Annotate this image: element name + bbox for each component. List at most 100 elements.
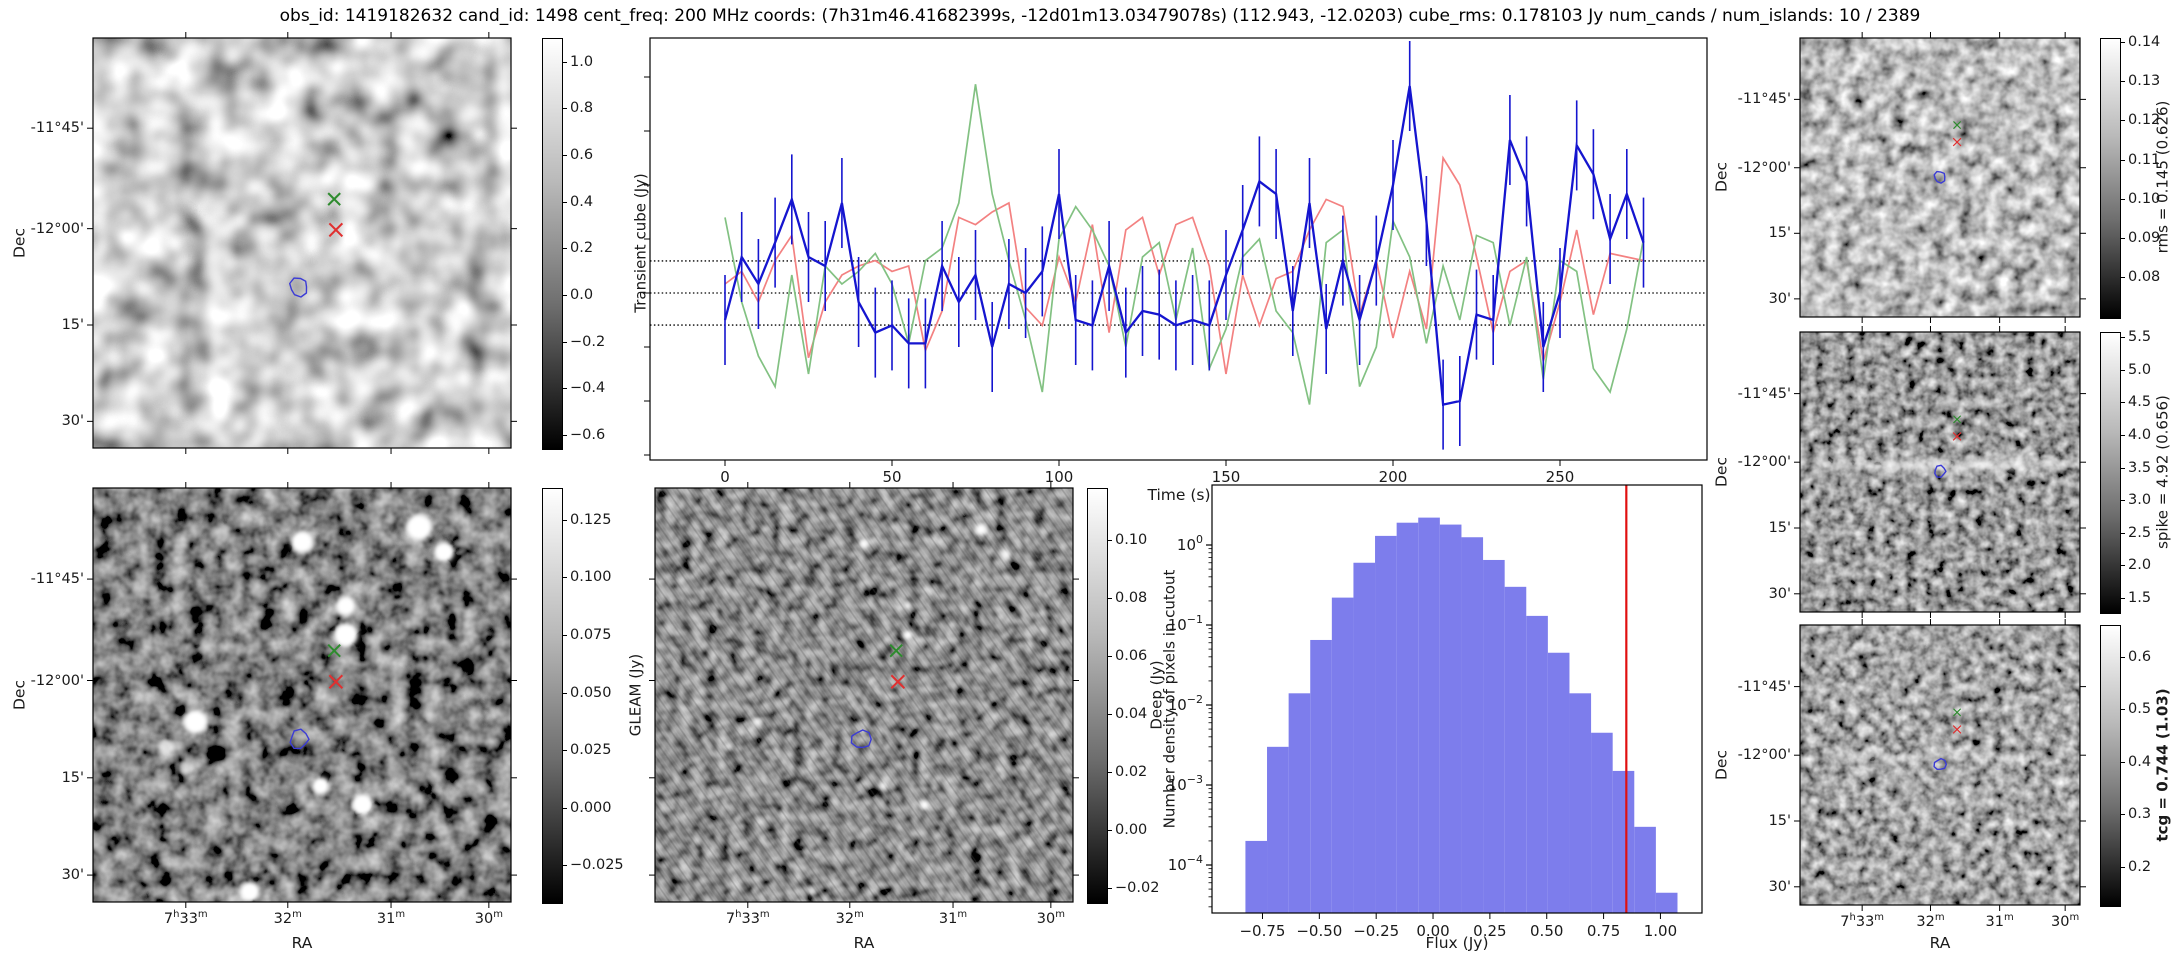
gleam-cutout-image: [87, 482, 517, 908]
colorbar-tick-label: 3.0: [2128, 491, 2152, 508]
dec-tick-label: 30': [61, 413, 84, 430]
colorbar-tick: [2120, 237, 2125, 239]
colorbar-tick: [2120, 81, 2125, 83]
dec-tick-label: 15': [1768, 812, 1791, 829]
deep-cutout-image: [649, 482, 1079, 908]
colorbar-tick-label: 4.5: [2128, 394, 2152, 411]
ra-tick-label: 30m: [2051, 912, 2080, 930]
colorbar-tick-label: 1.5: [2128, 589, 2152, 606]
colorbar-tick-label: 0.02: [1115, 763, 1148, 780]
histogram-bar: [1439, 524, 1462, 913]
colorbar-tick-label: 0.13: [2128, 72, 2161, 89]
colorbar-tick: [562, 692, 567, 694]
colorbar-tick-label: 0.125: [570, 511, 612, 528]
dec-tick-label: -12°00': [1737, 746, 1791, 763]
ra-tick-label: 31m: [376, 909, 406, 927]
colorbar-tick: [1107, 829, 1112, 831]
svg-text:−0.75: −0.75: [1239, 922, 1285, 940]
colorbar-tick-label: 0.09: [2128, 229, 2161, 246]
colorbar-tick: [2120, 402, 2125, 404]
dec-tick-label: 30': [1768, 585, 1791, 602]
series-known-2: [724, 84, 1645, 405]
colorbar-tick: [562, 634, 567, 636]
candidate-contour-icon: [1934, 464, 1947, 478]
colorbar-tick: [2120, 814, 2125, 816]
colorbar-tick: [562, 294, 567, 296]
candidate-contour-icon: [289, 728, 310, 750]
histogram-bar: [1634, 826, 1656, 913]
colorbar-tick: [2120, 41, 2125, 43]
svg-text:1.00: 1.00: [1644, 922, 1677, 940]
dec-tick-label: 30': [61, 866, 84, 883]
ra-axis-label: RA: [853, 934, 875, 952]
candidate-contour-icon: [1933, 170, 1946, 184]
histogram-bar: [1245, 840, 1268, 913]
dec-tick-label: -11°45': [30, 570, 84, 587]
dec-axis-label: Dec: [10, 680, 29, 710]
colorbar-tick-label: 0.3: [2128, 806, 2152, 823]
ra-tick-label: 31m: [938, 909, 968, 927]
histogram-bar: [1612, 770, 1635, 913]
histogram-bar: [1504, 586, 1527, 913]
colorbar-tick-label: 2.5: [2128, 524, 2152, 541]
dec-tick-label: 30': [1768, 878, 1791, 895]
candidate-contour-icon: [850, 729, 872, 749]
colorbar-tick: [562, 201, 567, 203]
lightcurve-plot: 0 50 100 150 200 250: [644, 37, 1708, 486]
colorbar-tick-label: 2.0: [2128, 557, 2152, 574]
colorbar-tick: [2120, 467, 2125, 469]
svg-text:100: 100: [1177, 533, 1203, 554]
svg-text:−0.50: −0.50: [1296, 922, 1342, 940]
colorbar-tick-label: 3.5: [2128, 459, 2152, 476]
colorbar-tick: [1107, 887, 1112, 889]
ra-axis-label: RA: [1929, 934, 1951, 952]
known-source-1-marker-icon: [1952, 137, 1962, 147]
svg-text:0.00: 0.00: [1416, 922, 1449, 940]
histogram-bar: [1655, 892, 1678, 913]
dec-tick-label: -12°00': [1737, 453, 1791, 470]
histogram-bar: [1267, 746, 1289, 913]
svg-text:50: 50: [882, 468, 901, 486]
svg-text:0.75: 0.75: [1587, 922, 1620, 940]
known-source-1-marker-icon: [328, 674, 344, 689]
colorbar-tick: [2120, 598, 2125, 599]
known-source-2-marker-icon: [1953, 415, 1962, 424]
colorbar-tick-label: 0.11: [2128, 151, 2161, 168]
lightcurve-xlabel: Time (s): [1147, 486, 1211, 504]
svg-text:100: 100: [1045, 468, 1074, 486]
dec-tick-label: -12°00': [30, 220, 84, 237]
known-source-2-marker-icon: [327, 192, 341, 206]
colorbar-tick-label: −0.02: [1115, 879, 1160, 896]
dec-tick-label: -11°45': [30, 119, 84, 136]
known-source-1-marker-icon: [1952, 432, 1962, 441]
dec-tick-label: 15': [61, 769, 84, 786]
colorbar-tick-label: −0.4: [570, 379, 606, 396]
colorbar-tick: [562, 155, 567, 157]
histogram-bar: [1547, 652, 1570, 913]
tcg-cutout-image: [1794, 619, 2086, 911]
rms-cutout-image: [1794, 32, 2086, 323]
series-candidate: [723, 85, 1645, 406]
colorbar-tick-label: 0.0: [570, 286, 594, 303]
colorbar-tick: [2120, 159, 2125, 161]
dec-axis-label: Dec: [10, 228, 29, 258]
transient-cutout-image: [87, 32, 517, 454]
colorbar-tick-label: 0.10: [1115, 531, 1148, 548]
colorbar-tick: [562, 519, 567, 521]
histogram-xlabel: Flux (Jy): [1425, 934, 1489, 952]
colorbar-tick-label: 1.0: [570, 53, 594, 70]
dec-tick-label: 15': [61, 316, 84, 333]
colorbar-tick: [2120, 761, 2125, 763]
colorbar-tick: [2120, 500, 2125, 502]
colorbar-tick: [562, 341, 567, 343]
colorbar-tick-label: −0.6: [570, 426, 606, 443]
tcg-colorbar-label: tcg = 0.744 (1.03): [2153, 688, 2172, 842]
ra-tick-label: 30m: [1036, 909, 1065, 927]
dec-tick-label: 15': [1768, 225, 1791, 242]
colorbar-tick-label: −0.2: [570, 333, 606, 350]
histogram-bar: [1310, 639, 1332, 913]
svg-text:200: 200: [1379, 468, 1408, 486]
dec-tick-label: -11°45': [1737, 385, 1791, 402]
colorbar-tick: [2120, 120, 2125, 122]
tcg-colorbar: [2100, 625, 2121, 907]
